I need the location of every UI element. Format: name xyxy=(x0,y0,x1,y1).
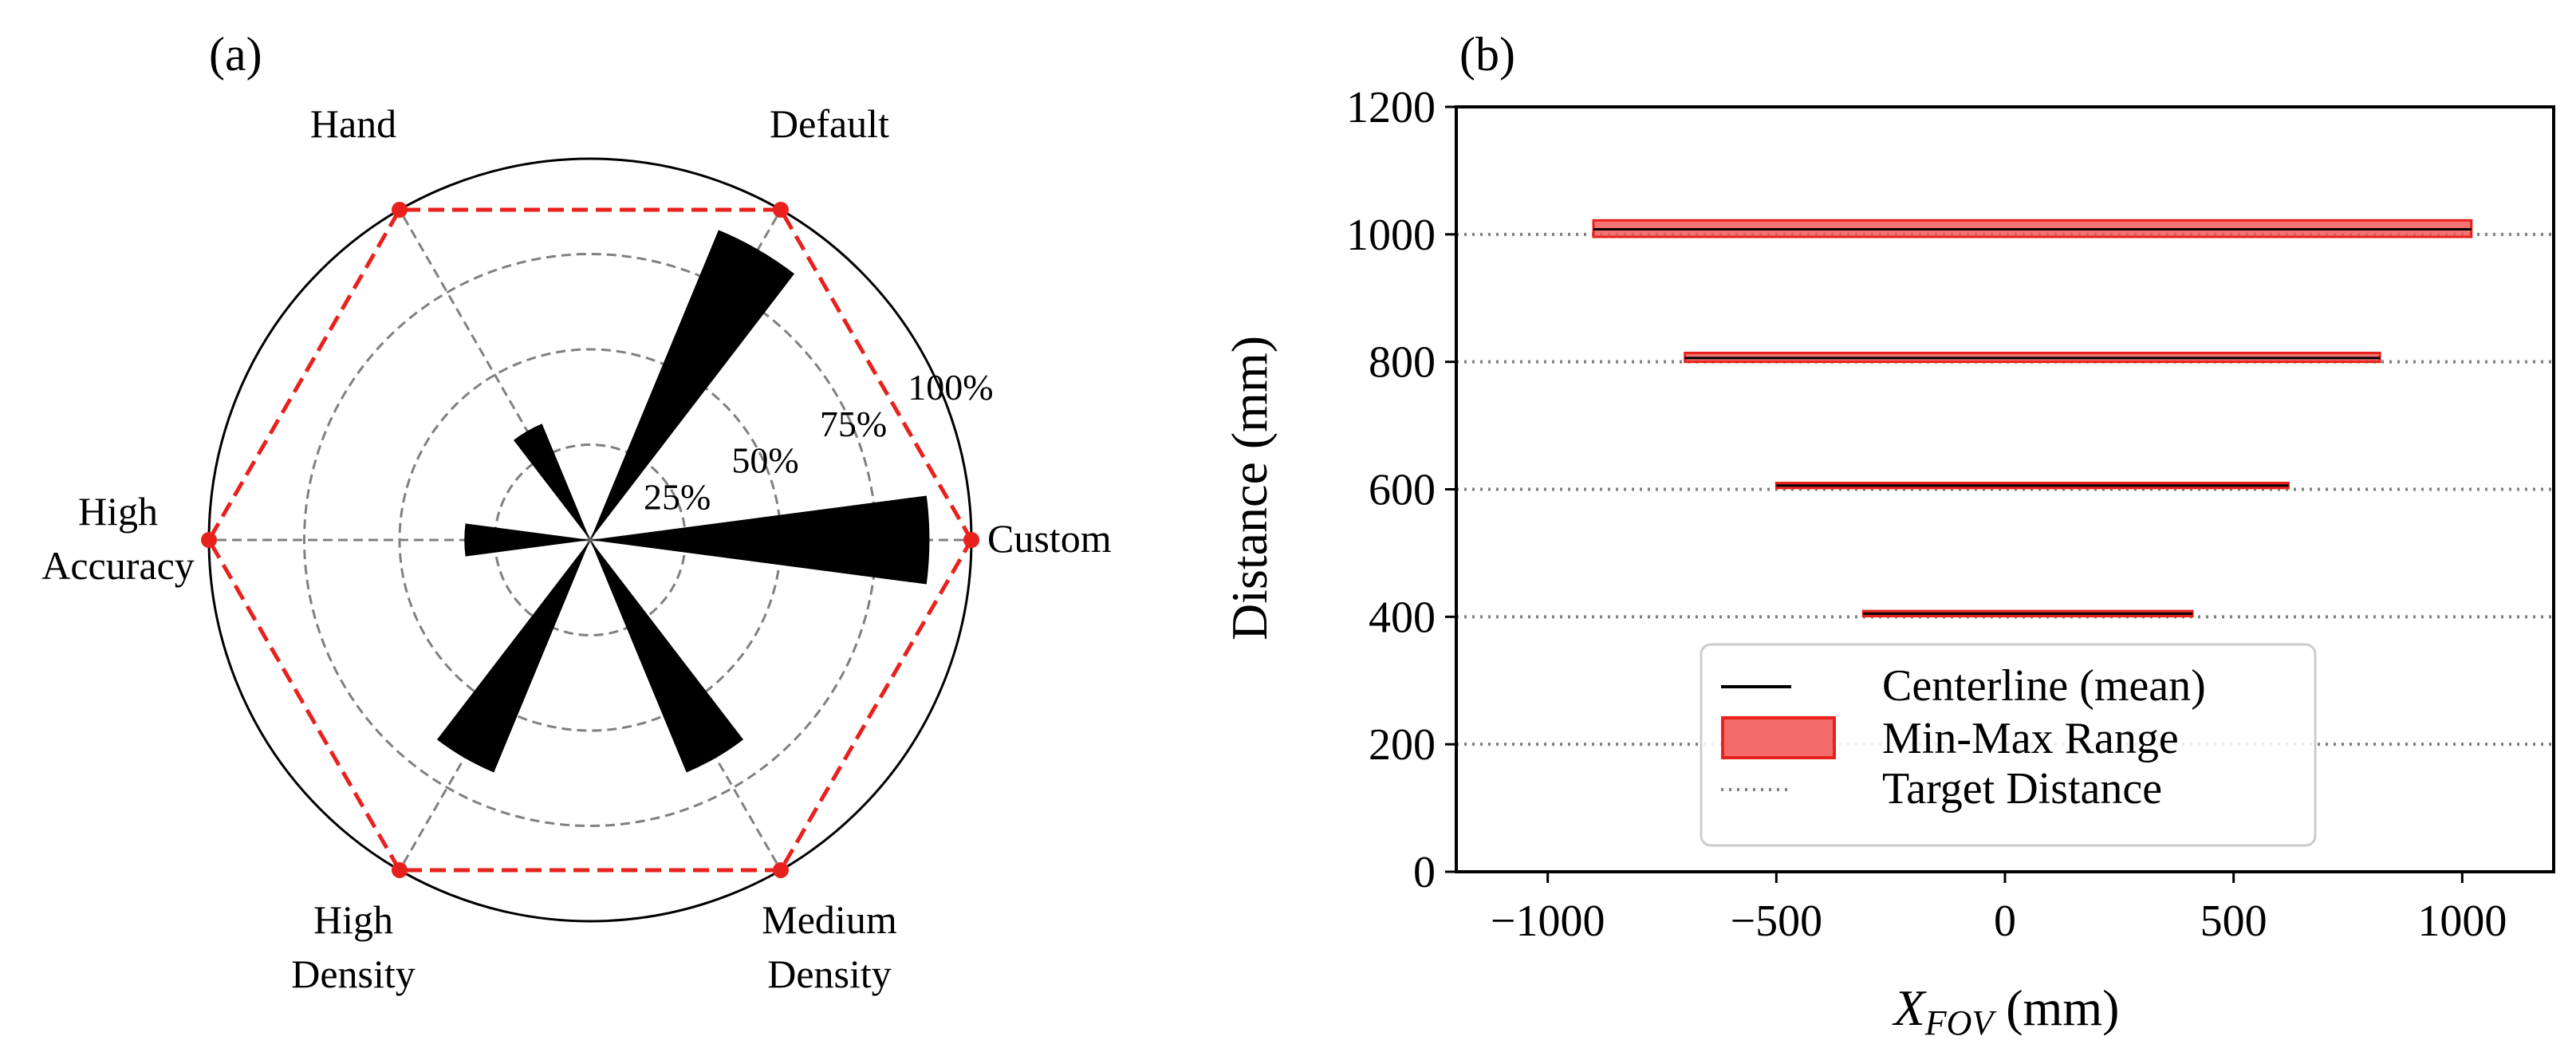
panel-a: (a) 25% 50% 75% 100% Default Hand Custom… xyxy=(41,28,1111,996)
hexagon-vertex-medium-density xyxy=(773,861,789,878)
x-axis-label: XFOV (mm) xyxy=(1892,979,2120,1042)
y-axis-label: Distance (mm) xyxy=(1221,336,1278,640)
polar-bar-high-density xyxy=(436,540,590,773)
hexagon-vertex-high-accuracy xyxy=(201,532,217,548)
legend: Centerline (mean) Min-Max Range Target D… xyxy=(1700,643,2317,847)
category-label-medium-density-line2: Density xyxy=(767,952,892,996)
radial-tick-100: 100% xyxy=(908,367,993,408)
radial-tick-labels: 25% 50% 75% 100% xyxy=(644,367,994,517)
legend-target-label: Target Distance xyxy=(1882,764,2162,814)
polar-bar-default xyxy=(590,230,795,540)
x-tick-label: 1000 xyxy=(2417,896,2507,946)
hexagon-vertex-hand xyxy=(392,202,408,219)
y-tick-label: 1200 xyxy=(1346,83,1436,132)
polar-bars xyxy=(436,230,930,773)
y-tick-label: 200 xyxy=(1369,720,1436,770)
panel-b-label: (b) xyxy=(1459,28,1515,81)
polar-chart: 25% 50% 75% 100% Default Hand Custom Hig… xyxy=(41,101,1111,996)
y-tick-label: 0 xyxy=(1413,848,1436,897)
y-tick-label: 400 xyxy=(1369,593,1436,642)
measurement-series xyxy=(1592,219,2473,618)
polar-bar-medium-density xyxy=(590,540,744,773)
legend-box xyxy=(1700,643,2317,847)
x-axis-ticks: −1000 −500 0 500 1000 xyxy=(1491,872,2507,946)
y-tick-label: 600 xyxy=(1369,466,1436,515)
category-label-high-density-line1: High xyxy=(313,897,393,942)
polar-bar-hand xyxy=(513,424,590,540)
legend-band-label: Min-Max Range xyxy=(1882,714,2179,763)
panel-b: (b) −1000 −500 0 500 1000 0 200 400 600 800 1000 1… xyxy=(1221,28,2555,1042)
category-labels: Default Hand Custom High Accuracy High D… xyxy=(41,101,1111,996)
category-label-high-density-line2: Density xyxy=(291,952,416,996)
radial-tick-50: 50% xyxy=(731,440,798,481)
radial-tick-25: 25% xyxy=(644,476,711,517)
category-label-hand: Hand xyxy=(310,101,396,146)
x-axis-label-subscript: FOV xyxy=(1924,1003,1998,1042)
y-tick-label: 1000 xyxy=(1346,211,1436,260)
radial-tick-75: 75% xyxy=(820,404,887,444)
polar-bar-custom xyxy=(590,495,930,585)
legend-band-swatch xyxy=(1721,716,1836,759)
x-axis-label-main: X xyxy=(1892,979,1928,1036)
category-label-custom: Custom xyxy=(987,516,1112,561)
x-tick-label: 500 xyxy=(2200,896,2267,946)
x-axis-label-unit: (mm) xyxy=(1993,979,2119,1036)
panel-a-label: (a) xyxy=(209,28,262,81)
hexagon-vertex-high-density xyxy=(392,861,408,878)
y-tick-label: 800 xyxy=(1369,338,1436,388)
category-label-medium-density-line1: Medium xyxy=(762,897,897,942)
legend-centerline-label: Centerline (mean) xyxy=(1882,661,2206,711)
y-axis-ticks: 0 200 400 600 800 1000 1200 xyxy=(1346,83,1456,897)
hexagon-vertex-default xyxy=(773,202,789,219)
category-label-default: Default xyxy=(770,101,889,146)
polar-bar-high-accuracy xyxy=(464,523,590,557)
x-tick-label: 0 xyxy=(1994,896,2016,946)
category-label-high-accuracy-line1: High xyxy=(78,489,158,534)
x-tick-label: −500 xyxy=(1731,896,1823,946)
x-tick-label: −1000 xyxy=(1491,896,1605,946)
hexagon-vertex-custom xyxy=(963,532,979,548)
reference-hexagon xyxy=(201,202,979,878)
category-label-high-accuracy-line2: Accuracy xyxy=(41,543,195,588)
